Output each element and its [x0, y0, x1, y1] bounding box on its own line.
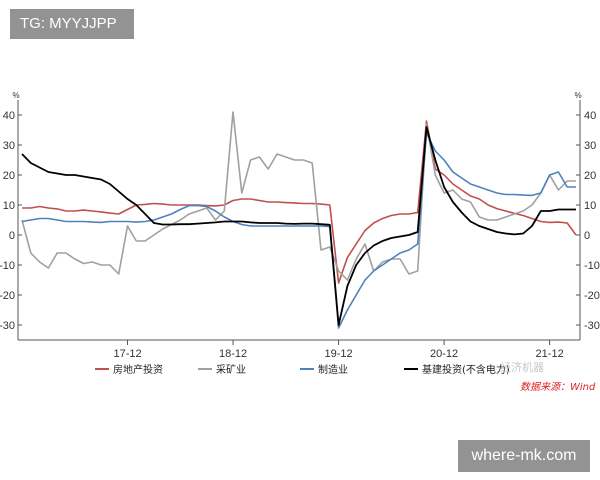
data-source-note: 数据来源：Wind	[520, 382, 596, 393]
y-tick-label-right: 40	[584, 110, 596, 122]
chart-axes: % % 40 40 30 30 20 20 10 10 0 0 -10 -10 -20 -20 -30 -30 17…	[0, 91, 600, 360]
x-tick-label: 19-12	[325, 348, 353, 360]
x-tick-label: 21-12	[536, 348, 564, 360]
y-tick-label-right: 20	[584, 170, 596, 182]
series-line-1	[22, 120, 577, 284]
y-unit-label-left: %	[12, 91, 19, 100]
y-tick-label-left: -10	[0, 260, 15, 272]
y-tick-label-left: -20	[0, 290, 15, 302]
y-tick-label-right: -30	[584, 320, 600, 332]
y-tick-label-left: 40	[3, 110, 15, 122]
x-tick-label: 18-12	[219, 348, 247, 360]
chart-lines	[21, 111, 577, 329]
y-tick-label-left: 20	[3, 170, 15, 182]
legend-label-3: 制造业	[318, 363, 348, 376]
legend-label-4: 基建投资(不含电力)	[422, 363, 510, 376]
y-tick-label-right: 0	[584, 230, 590, 242]
tg-banner: TG: MYYJJPP	[10, 9, 134, 39]
series-line-4	[21, 126, 576, 326]
y-tick-label-right: -10	[584, 260, 600, 272]
legend-label-1: 房地产投资	[113, 363, 163, 376]
x-tick-label: 20-12	[430, 348, 458, 360]
y-unit-label-right: %	[574, 91, 581, 100]
y-tick-label-left: -30	[0, 320, 15, 332]
series-line-3	[21, 132, 576, 329]
y-tick-label-left: 0	[9, 230, 15, 242]
y-tick-label-right: -20	[584, 290, 600, 302]
chart-legend: 房地产投资 采矿业 制造业 基建投资(不含电力)	[95, 363, 510, 376]
y-tick-label-left: 10	[3, 200, 15, 212]
y-tick-label-left: 30	[3, 140, 15, 152]
y-tick-label-right: 30	[584, 140, 596, 152]
x-tick-label: 17-12	[113, 348, 141, 360]
site-banner: where-mk.com	[458, 440, 590, 472]
y-tick-label-right: 10	[584, 200, 596, 212]
legend-label-2: 采矿业	[216, 363, 246, 376]
series-line-2	[21, 111, 576, 281]
brand-watermark: 经济机器	[500, 361, 544, 374]
